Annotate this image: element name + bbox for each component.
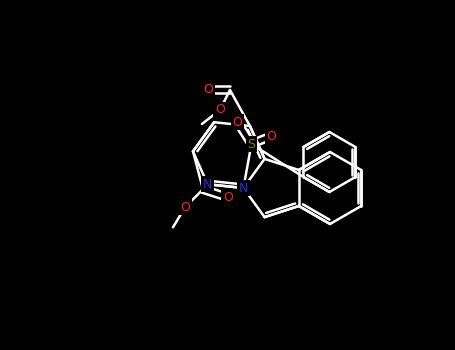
Text: O: O <box>215 104 225 117</box>
Text: O: O <box>180 201 190 214</box>
Text: N: N <box>203 178 212 191</box>
Text: S: S <box>248 138 255 150</box>
Text: O: O <box>267 130 276 142</box>
Text: N: N <box>239 182 248 195</box>
Text: O: O <box>223 191 233 204</box>
Text: O: O <box>203 84 213 97</box>
Text: O: O <box>233 116 243 128</box>
